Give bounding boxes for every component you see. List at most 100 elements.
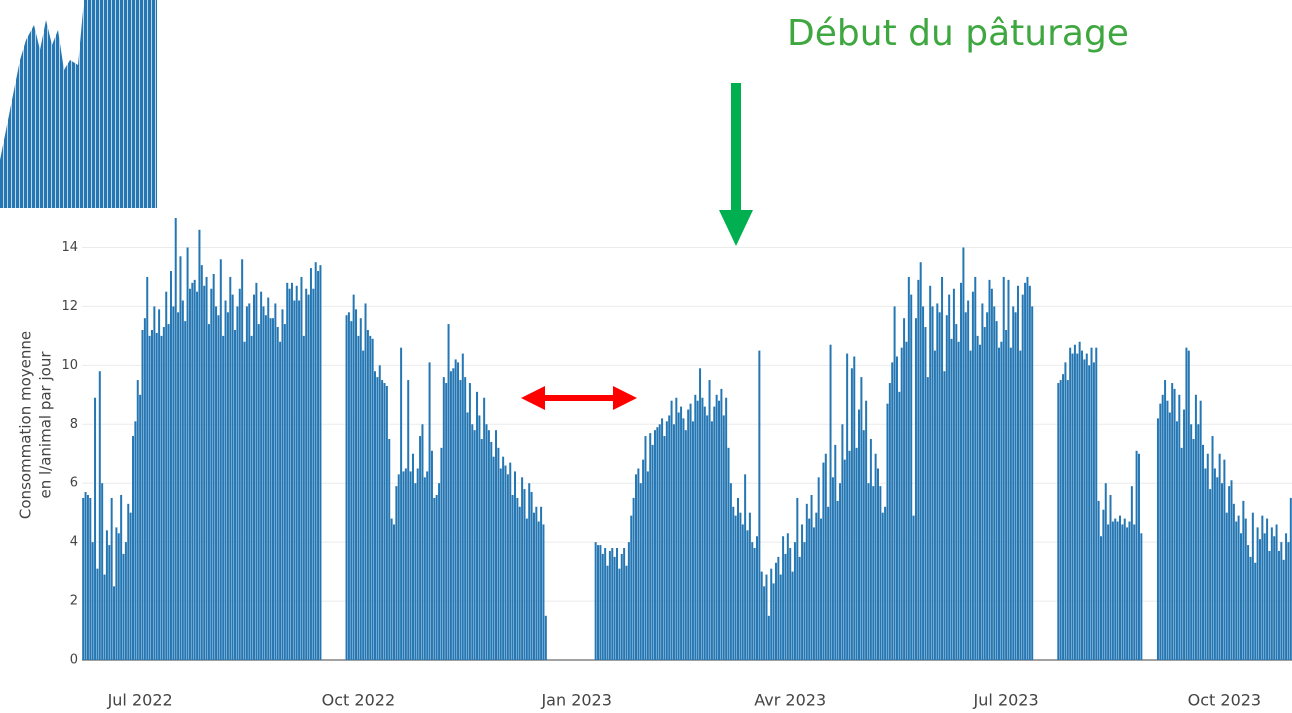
bar bbox=[521, 477, 524, 660]
bar bbox=[1166, 400, 1169, 660]
red-double-arrow bbox=[521, 386, 637, 410]
bar bbox=[860, 377, 863, 660]
axes: 0 2 4 6 8 10 12 14 Jul 2022 Oct 2022 Jan 2023 Avr 2… bbox=[61, 240, 1292, 710]
bar bbox=[613, 556, 616, 660]
bar bbox=[848, 450, 851, 660]
bar bbox=[993, 306, 996, 660]
bar bbox=[347, 312, 350, 660]
bar bbox=[1268, 550, 1271, 660]
bar bbox=[298, 300, 301, 660]
bar bbox=[217, 315, 220, 660]
bar bbox=[839, 483, 842, 660]
bar bbox=[274, 303, 277, 660]
bar bbox=[922, 306, 925, 660]
bar bbox=[907, 276, 910, 660]
bar bbox=[784, 553, 787, 660]
bar bbox=[725, 397, 728, 660]
bar bbox=[205, 276, 208, 660]
bar bbox=[706, 415, 709, 660]
bar bbox=[634, 474, 637, 660]
bar bbox=[262, 306, 265, 660]
bar bbox=[1059, 380, 1062, 660]
y-tick-label: 10 bbox=[61, 358, 78, 373]
bar bbox=[639, 483, 642, 660]
bar bbox=[212, 273, 215, 660]
bar bbox=[378, 365, 381, 660]
bar bbox=[687, 409, 690, 660]
bar bbox=[219, 259, 222, 660]
bar bbox=[929, 285, 932, 660]
bar bbox=[1130, 486, 1133, 660]
bar bbox=[1111, 521, 1114, 660]
bar bbox=[986, 312, 989, 660]
bar bbox=[288, 288, 291, 660]
bar bbox=[694, 394, 697, 660]
bar bbox=[98, 371, 101, 660]
bar bbox=[271, 318, 274, 660]
bar bbox=[810, 494, 813, 660]
bar bbox=[497, 447, 500, 660]
bar bbox=[1066, 380, 1069, 660]
bar bbox=[544, 615, 547, 660]
bar bbox=[748, 512, 751, 660]
bar bbox=[1085, 353, 1088, 660]
bar bbox=[1109, 494, 1112, 660]
bar bbox=[1071, 353, 1074, 660]
bar bbox=[1078, 341, 1081, 660]
bar bbox=[167, 324, 170, 660]
bar bbox=[537, 521, 540, 660]
bar bbox=[1024, 282, 1027, 660]
bar bbox=[941, 276, 944, 660]
bar bbox=[200, 265, 203, 660]
bar bbox=[1187, 350, 1190, 660]
annotation: Début du pâturage bbox=[787, 13, 1129, 54]
x-tick-label: Jul 2022 bbox=[107, 691, 173, 710]
y-tick-label: 0 bbox=[70, 653, 78, 668]
bar bbox=[1168, 412, 1171, 660]
bar bbox=[91, 542, 94, 660]
bar bbox=[241, 259, 244, 660]
bar bbox=[542, 524, 545, 660]
bar bbox=[198, 229, 201, 660]
bar bbox=[960, 282, 963, 660]
x-tick-label: Avr 2023 bbox=[754, 691, 826, 710]
bar bbox=[772, 583, 775, 660]
bar bbox=[473, 430, 476, 660]
bar bbox=[1277, 550, 1280, 660]
bar bbox=[1073, 344, 1076, 660]
bar bbox=[696, 400, 699, 660]
bar bbox=[407, 380, 410, 660]
bar bbox=[1258, 539, 1261, 660]
bar bbox=[1275, 524, 1278, 660]
bar bbox=[691, 421, 694, 660]
bar bbox=[872, 486, 875, 660]
bar bbox=[672, 424, 675, 660]
bar bbox=[663, 436, 666, 660]
bar bbox=[955, 324, 958, 660]
bar bbox=[234, 329, 237, 660]
bar bbox=[414, 483, 417, 660]
bar bbox=[169, 271, 172, 660]
bar bbox=[684, 430, 687, 660]
bar bbox=[1126, 527, 1129, 660]
bar bbox=[146, 276, 149, 660]
bar bbox=[665, 421, 668, 660]
bar bbox=[1097, 500, 1100, 660]
bar bbox=[777, 556, 780, 660]
bar bbox=[136, 380, 139, 660]
bar bbox=[796, 497, 799, 660]
bar bbox=[1173, 388, 1176, 660]
bar bbox=[1164, 380, 1167, 660]
bar bbox=[1012, 306, 1015, 660]
bar bbox=[862, 430, 865, 660]
bar bbox=[108, 545, 111, 660]
bar bbox=[1175, 421, 1178, 660]
y-tick-label: 12 bbox=[61, 299, 78, 314]
bar bbox=[632, 497, 635, 660]
bar bbox=[729, 483, 732, 660]
bar bbox=[1161, 394, 1164, 660]
bar bbox=[513, 471, 516, 660]
y-axis-title: Consommation moyenne bbox=[17, 331, 35, 519]
bar bbox=[255, 282, 258, 660]
bar bbox=[912, 515, 915, 660]
